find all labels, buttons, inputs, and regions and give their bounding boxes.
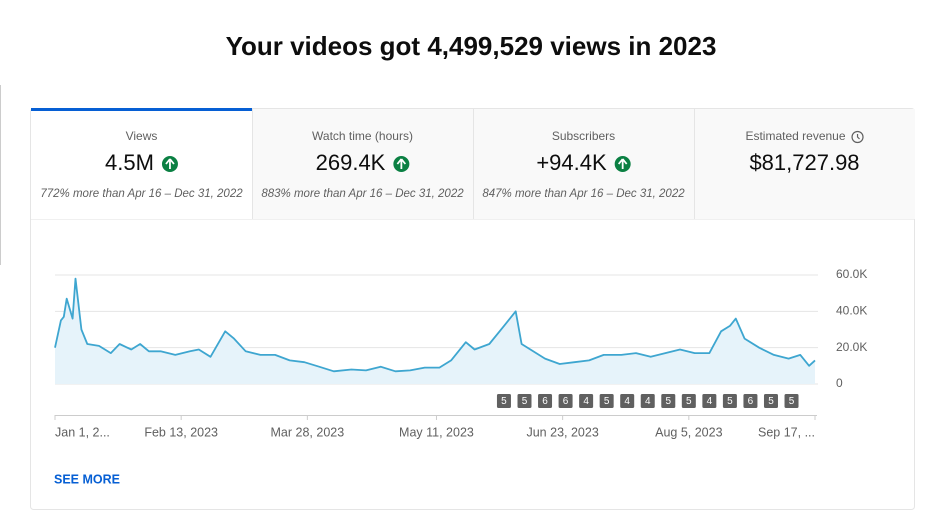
y-tick-label: 0 xyxy=(836,376,843,390)
x-tick-label: Feb 13, 2023 xyxy=(144,425,218,439)
video-marker[interactable] xyxy=(599,394,614,408)
video-marker-count: 4 xyxy=(707,396,713,407)
video-marker-count: 6 xyxy=(748,396,754,407)
video-marker-count: 6 xyxy=(563,396,569,407)
metric-tab[interactable] xyxy=(694,109,915,219)
up-arrow-glyph xyxy=(165,158,175,169)
tab-value: 4.5M xyxy=(105,150,154,175)
clock-hands xyxy=(856,134,860,140)
video-marker-count: 5 xyxy=(789,396,795,407)
video-marker-count: 5 xyxy=(522,396,528,407)
up-arrow-glyph xyxy=(396,158,407,169)
metric-tab[interactable] xyxy=(31,109,252,219)
see-more-button[interactable]: SEE MORE xyxy=(54,472,120,486)
tab-value: 269.4K xyxy=(316,150,386,175)
video-marker-count: 4 xyxy=(624,396,630,407)
video-marker[interactable] xyxy=(496,394,511,408)
video-marker[interactable] xyxy=(517,394,532,408)
video-marker[interactable] xyxy=(538,394,553,408)
page-title: Your videos got 4,499,529 views in 2023 xyxy=(226,31,717,61)
x-tick-label: Aug 5, 2023 xyxy=(655,425,722,439)
tab-label: Subscribers xyxy=(552,129,615,143)
x-tick-label: May 11, 2023 xyxy=(399,425,474,439)
video-marker[interactable] xyxy=(558,394,573,408)
tab-value: $81,727.98 xyxy=(749,150,859,175)
video-marker-count: 5 xyxy=(501,396,507,407)
video-marker-count: 5 xyxy=(768,396,774,407)
selected-tab-indicator xyxy=(31,108,252,111)
tab-comparison: 772% more than Apr 16 – Dec 31, 2022 xyxy=(40,188,243,200)
video-marker-count: 5 xyxy=(686,396,692,407)
up-arrow-glyph xyxy=(617,158,628,169)
tab-label: Views xyxy=(126,129,158,143)
video-marker-count: 4 xyxy=(645,396,651,407)
video-marker-count: 4 xyxy=(583,396,589,407)
tab-label: Estimated revenue xyxy=(745,129,845,143)
y-tick-label: 40.0K xyxy=(836,304,867,318)
x-tick-label: Jan 1, 2... xyxy=(55,425,110,439)
x-tick-label: Jun 23, 2023 xyxy=(526,425,598,439)
video-marker[interactable] xyxy=(620,394,635,408)
video-marker-count: 5 xyxy=(666,396,672,407)
video-marker[interactable] xyxy=(763,394,778,408)
video-marker[interactable] xyxy=(681,394,696,408)
tab-value: +94.4K xyxy=(536,150,607,175)
video-marker[interactable] xyxy=(722,394,737,408)
video-marker[interactable] xyxy=(702,394,717,408)
video-marker-count: 5 xyxy=(604,396,610,407)
line-series xyxy=(54,277,816,373)
x-tick-label: Mar 28, 2023 xyxy=(271,425,345,439)
video-marker[interactable] xyxy=(743,394,758,408)
tab-label: Watch time (hours) xyxy=(312,129,413,143)
y-tick-label: 60.0K xyxy=(836,267,867,281)
metric-tab[interactable] xyxy=(473,109,694,219)
video-marker[interactable] xyxy=(640,394,655,408)
video-marker[interactable] xyxy=(661,394,676,408)
metric-tab[interactable] xyxy=(252,109,473,219)
area-fill xyxy=(55,278,815,384)
video-marker[interactable] xyxy=(784,394,799,408)
video-marker[interactable] xyxy=(579,394,594,408)
video-marker-count: 6 xyxy=(542,396,548,407)
tab-comparison: 847% more than Apr 16 – Dec 31, 2022 xyxy=(482,188,685,200)
x-tick-label: Sep 17, ... xyxy=(758,425,815,439)
clock-icon xyxy=(851,130,864,144)
y-tick-label: 20.0K xyxy=(836,340,867,354)
tab-comparison: 883% more than Apr 16 – Dec 31, 2022 xyxy=(261,188,464,200)
video-marker-count: 5 xyxy=(727,396,733,407)
